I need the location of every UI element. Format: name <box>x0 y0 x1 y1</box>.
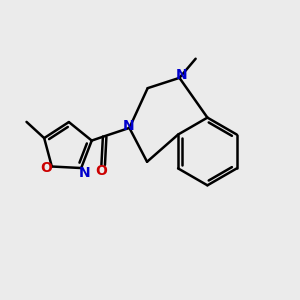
Text: O: O <box>40 161 52 175</box>
Text: O: O <box>95 164 107 178</box>
Text: N: N <box>78 166 90 180</box>
Text: N: N <box>176 68 188 82</box>
Text: N: N <box>123 118 135 133</box>
